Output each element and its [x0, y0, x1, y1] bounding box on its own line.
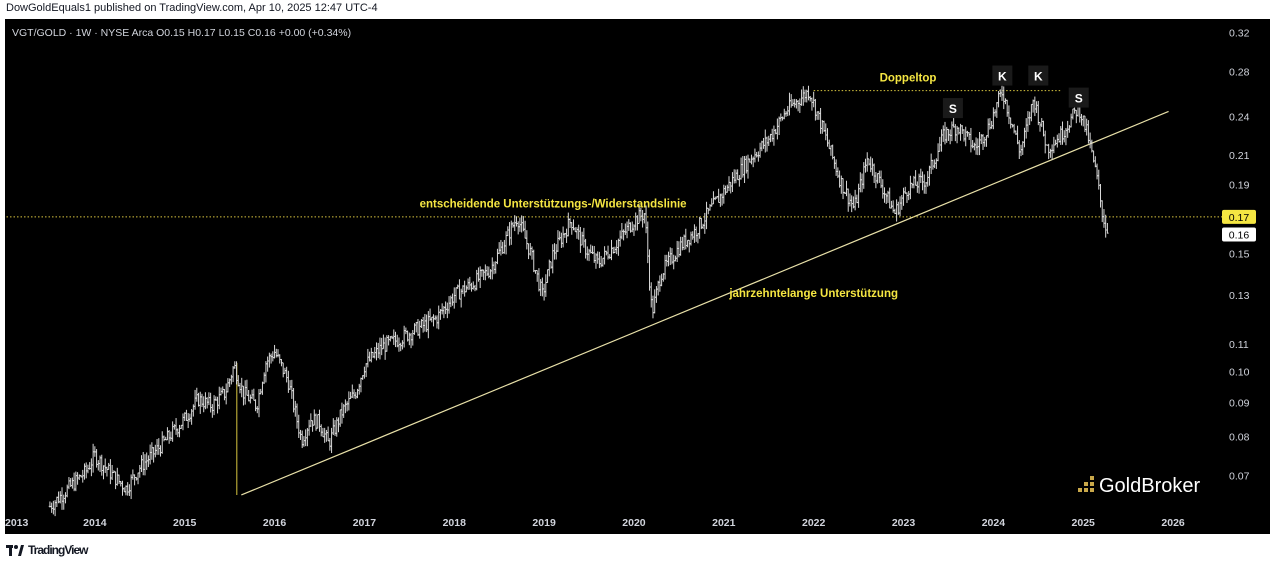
- x-tick-label: 2013: [5, 517, 29, 529]
- y-tick-label: 0.13: [1229, 290, 1250, 302]
- price-marker-highlight[interactable]: [1222, 209, 1256, 224]
- watermark-text: GoldBroker: [1099, 475, 1200, 497]
- footer: TradingView: [6, 543, 88, 557]
- pattern-letter: S: [949, 102, 957, 116]
- published-info: DowGoldEquals1 published on TradingView.…: [6, 2, 378, 14]
- drawing-lines: [5, 90, 1227, 496]
- price-marker-label: 0.16: [1229, 230, 1250, 242]
- pattern-label-box: [1068, 87, 1089, 108]
- x-tick-label: 2020: [622, 517, 646, 529]
- y-tick-label: 0.09: [1229, 397, 1250, 409]
- pattern-letter: K: [1034, 70, 1043, 84]
- price-marker-current[interactable]: [1222, 227, 1256, 242]
- x-tick-label: 2018: [443, 517, 467, 529]
- x-tick-label: 2021: [712, 517, 736, 529]
- x-axis[interactable]: 2013 2014 2015 2016 2017 2018 2019 2020 2021 2022…: [5, 517, 1185, 529]
- pattern-letter: S: [1075, 92, 1083, 106]
- x-tick-label: 2023: [892, 517, 916, 529]
- price-chart[interactable]: entscheidende Unterstützungs-/Widerstand…: [5, 19, 1270, 534]
- support-line: [241, 110, 1169, 496]
- price-bars: [48, 85, 1109, 517]
- y-tick-label: 0.32: [1229, 27, 1250, 39]
- chart-panel[interactable]: entscheidende Unterstützungs-/Widerstand…: [5, 19, 1270, 534]
- x-tick-label: 2014: [83, 517, 107, 529]
- y-tick-label: 0.10: [1229, 367, 1250, 379]
- footer-brand[interactable]: TradingView: [28, 543, 88, 557]
- goldbroker-watermark: GoldBroker: [1078, 475, 1200, 497]
- x-tick-label: 2016: [263, 517, 287, 529]
- y-tick-label: 0.24: [1229, 111, 1250, 123]
- y-tick-label: 0.15: [1229, 248, 1250, 260]
- y-tick-label: 0.19: [1229, 179, 1250, 191]
- price-marker-label: 0.17: [1229, 212, 1250, 224]
- pattern-label-box: [942, 98, 963, 119]
- y-axis[interactable]: 0.32 0.28 0.24 0.21 0.19 0.15 0.13 0.11 0.10 0.09…: [1222, 27, 1256, 483]
- symbol-legend[interactable]: VGT/GOLD · 1W · NYSE Arca O0.15 H0.17 L0…: [12, 27, 351, 39]
- pattern-letter: K: [998, 70, 1007, 84]
- chart-annotation: entscheidende Unterstützungs-/Widerstand…: [420, 198, 687, 210]
- x-tick-label: 2025: [1072, 517, 1096, 529]
- x-tick-label: 2022: [802, 517, 826, 529]
- y-tick-label: 0.07: [1229, 471, 1250, 483]
- x-tick-label: 2019: [532, 517, 556, 529]
- x-tick-label: 2017: [353, 517, 377, 529]
- y-tick-label: 0.11: [1229, 339, 1249, 351]
- x-tick-label: 2024: [982, 517, 1006, 529]
- pattern-label-box: [1028, 65, 1049, 86]
- y-tick-label: 0.08: [1229, 432, 1250, 444]
- annotations-layer: entscheidende Unterstützungs-/Widerstand…: [420, 65, 1089, 300]
- y-tick-label: 0.28: [1229, 66, 1250, 78]
- goldbroker-logo-icon: [1078, 476, 1094, 492]
- y-tick-label: 0.21: [1229, 150, 1250, 162]
- chart-annotation: jahrzehntelange Unterstützung: [728, 288, 898, 300]
- x-tick-label: 2026: [1161, 517, 1185, 529]
- tradingview-logo-icon: [6, 544, 24, 556]
- pattern-label-box: [992, 65, 1013, 86]
- chart-annotation: Doppeltop: [880, 73, 937, 85]
- x-tick-label: 2015: [173, 517, 197, 529]
